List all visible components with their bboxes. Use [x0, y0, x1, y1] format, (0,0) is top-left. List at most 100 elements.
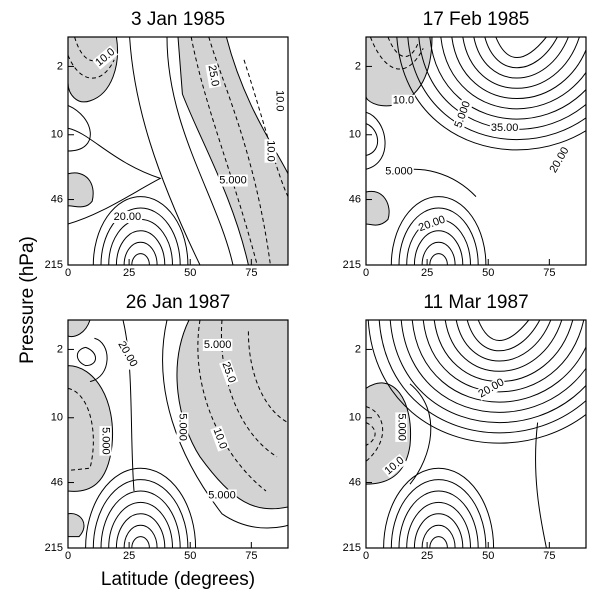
contour-line-negative	[68, 388, 93, 470]
contour-line	[132, 254, 150, 265]
contour-label: 10.0	[273, 90, 285, 111]
contour-layer	[68, 320, 288, 548]
contour-line	[485, 37, 558, 68]
panel-title: 26 Jan 1987	[126, 292, 231, 313]
contour-line	[445, 320, 562, 371]
contour-line	[452, 37, 591, 99]
x-tick-label: 75	[543, 550, 555, 562]
contour-label: 20.00	[115, 339, 139, 369]
contour-line	[77, 347, 95, 365]
contour-line	[101, 491, 180, 548]
negative-region	[366, 191, 389, 225]
x-tick-label: 75	[245, 267, 257, 279]
x-tick-label: 0	[65, 267, 71, 279]
x-tick-label: 50	[482, 550, 494, 562]
contour-line-negative	[366, 407, 383, 462]
contour-line	[463, 37, 580, 88]
contour-label-bg	[207, 489, 237, 502]
contour-label-bg	[219, 359, 239, 386]
panel-title: 11 Mar 1987	[423, 292, 528, 313]
contour-label-bg	[202, 338, 233, 351]
contour-label-bg	[391, 94, 416, 107]
contour-line	[430, 254, 448, 265]
y-tick-label: 46	[349, 193, 361, 205]
contour-line	[408, 37, 593, 140]
contour-line	[123, 320, 134, 491]
contour-label: 5.000	[176, 413, 188, 441]
x-tick-label: 0	[363, 267, 369, 279]
contour-label-bg	[546, 144, 573, 176]
contour-label-bg	[114, 338, 141, 370]
contour-layer	[366, 320, 593, 548]
contour-line	[68, 128, 160, 224]
y-tick-label: 2	[57, 60, 63, 72]
contour-line	[422, 525, 455, 548]
y-tick-label: 215	[343, 259, 361, 271]
contour-label-bg	[112, 211, 143, 224]
contour-label-bg	[395, 412, 408, 442]
contour-label-bg	[264, 139, 277, 163]
contour-line	[414, 231, 462, 265]
x-tick-label: 25	[123, 267, 135, 279]
y-tick-label: 46	[349, 476, 361, 488]
y-tick-label: 10	[349, 129, 361, 141]
contour-line	[391, 197, 486, 265]
contour-line-negative	[388, 37, 419, 57]
plot-frame	[365, 319, 587, 549]
contour-label-bg	[475, 375, 508, 401]
contour-line	[368, 320, 593, 443]
contour-line	[124, 525, 157, 548]
contour-line-negative	[248, 331, 288, 422]
contour-line	[391, 480, 486, 548]
y-tick-label: 10	[51, 412, 63, 424]
negative-region	[68, 366, 113, 492]
contour-line	[101, 208, 180, 265]
contour-line	[410, 384, 431, 484]
contour-line	[132, 537, 150, 548]
contour-line	[422, 242, 455, 265]
contour-line	[401, 320, 593, 412]
contour-field	[366, 320, 593, 548]
contour-label: 35.00	[491, 122, 519, 134]
contour-line	[478, 320, 529, 341]
contour-line	[430, 537, 448, 548]
negative-region	[177, 320, 288, 509]
contour-line	[419, 37, 593, 129]
contour-label-bg	[92, 45, 119, 70]
contour-label: 10.0	[264, 140, 276, 161]
contour-line	[167, 37, 233, 265]
contour-label-bg	[452, 98, 474, 131]
contour-label: 5.000	[385, 165, 413, 177]
contour-line	[397, 37, 593, 150]
contour-line	[390, 320, 593, 423]
y-tick-label: 215	[45, 259, 63, 271]
contour-label: 5.000	[208, 489, 236, 501]
contour-line	[536, 423, 547, 548]
contour-line	[86, 468, 196, 548]
contour-label: 25.0	[206, 64, 222, 87]
y-tick-label: 10	[349, 412, 361, 424]
contour-line	[379, 320, 593, 433]
contour-line	[93, 197, 188, 265]
panel-title: 17 Feb 1985	[423, 9, 530, 30]
contour-line	[430, 37, 593, 119]
contour-label-bg	[384, 165, 414, 178]
contour-line	[441, 37, 593, 109]
contour-line-negative	[191, 37, 257, 265]
y-tick-label: 10	[51, 129, 63, 141]
y-tick-label: 2	[57, 343, 63, 355]
y-axis-label: Pressure (hPa)	[17, 236, 38, 364]
contour-line	[116, 231, 164, 265]
contour-label: 5.000	[452, 100, 473, 130]
contour-label: 20.00	[476, 376, 506, 400]
contour-line	[423, 320, 584, 392]
contour-label: 10.0	[393, 95, 414, 107]
contour-line	[399, 491, 478, 548]
contour-line	[124, 242, 157, 265]
plot-frame	[365, 36, 587, 266]
contour-line	[130, 37, 200, 265]
contour-line	[384, 468, 494, 548]
contour-line-negative	[198, 320, 266, 491]
